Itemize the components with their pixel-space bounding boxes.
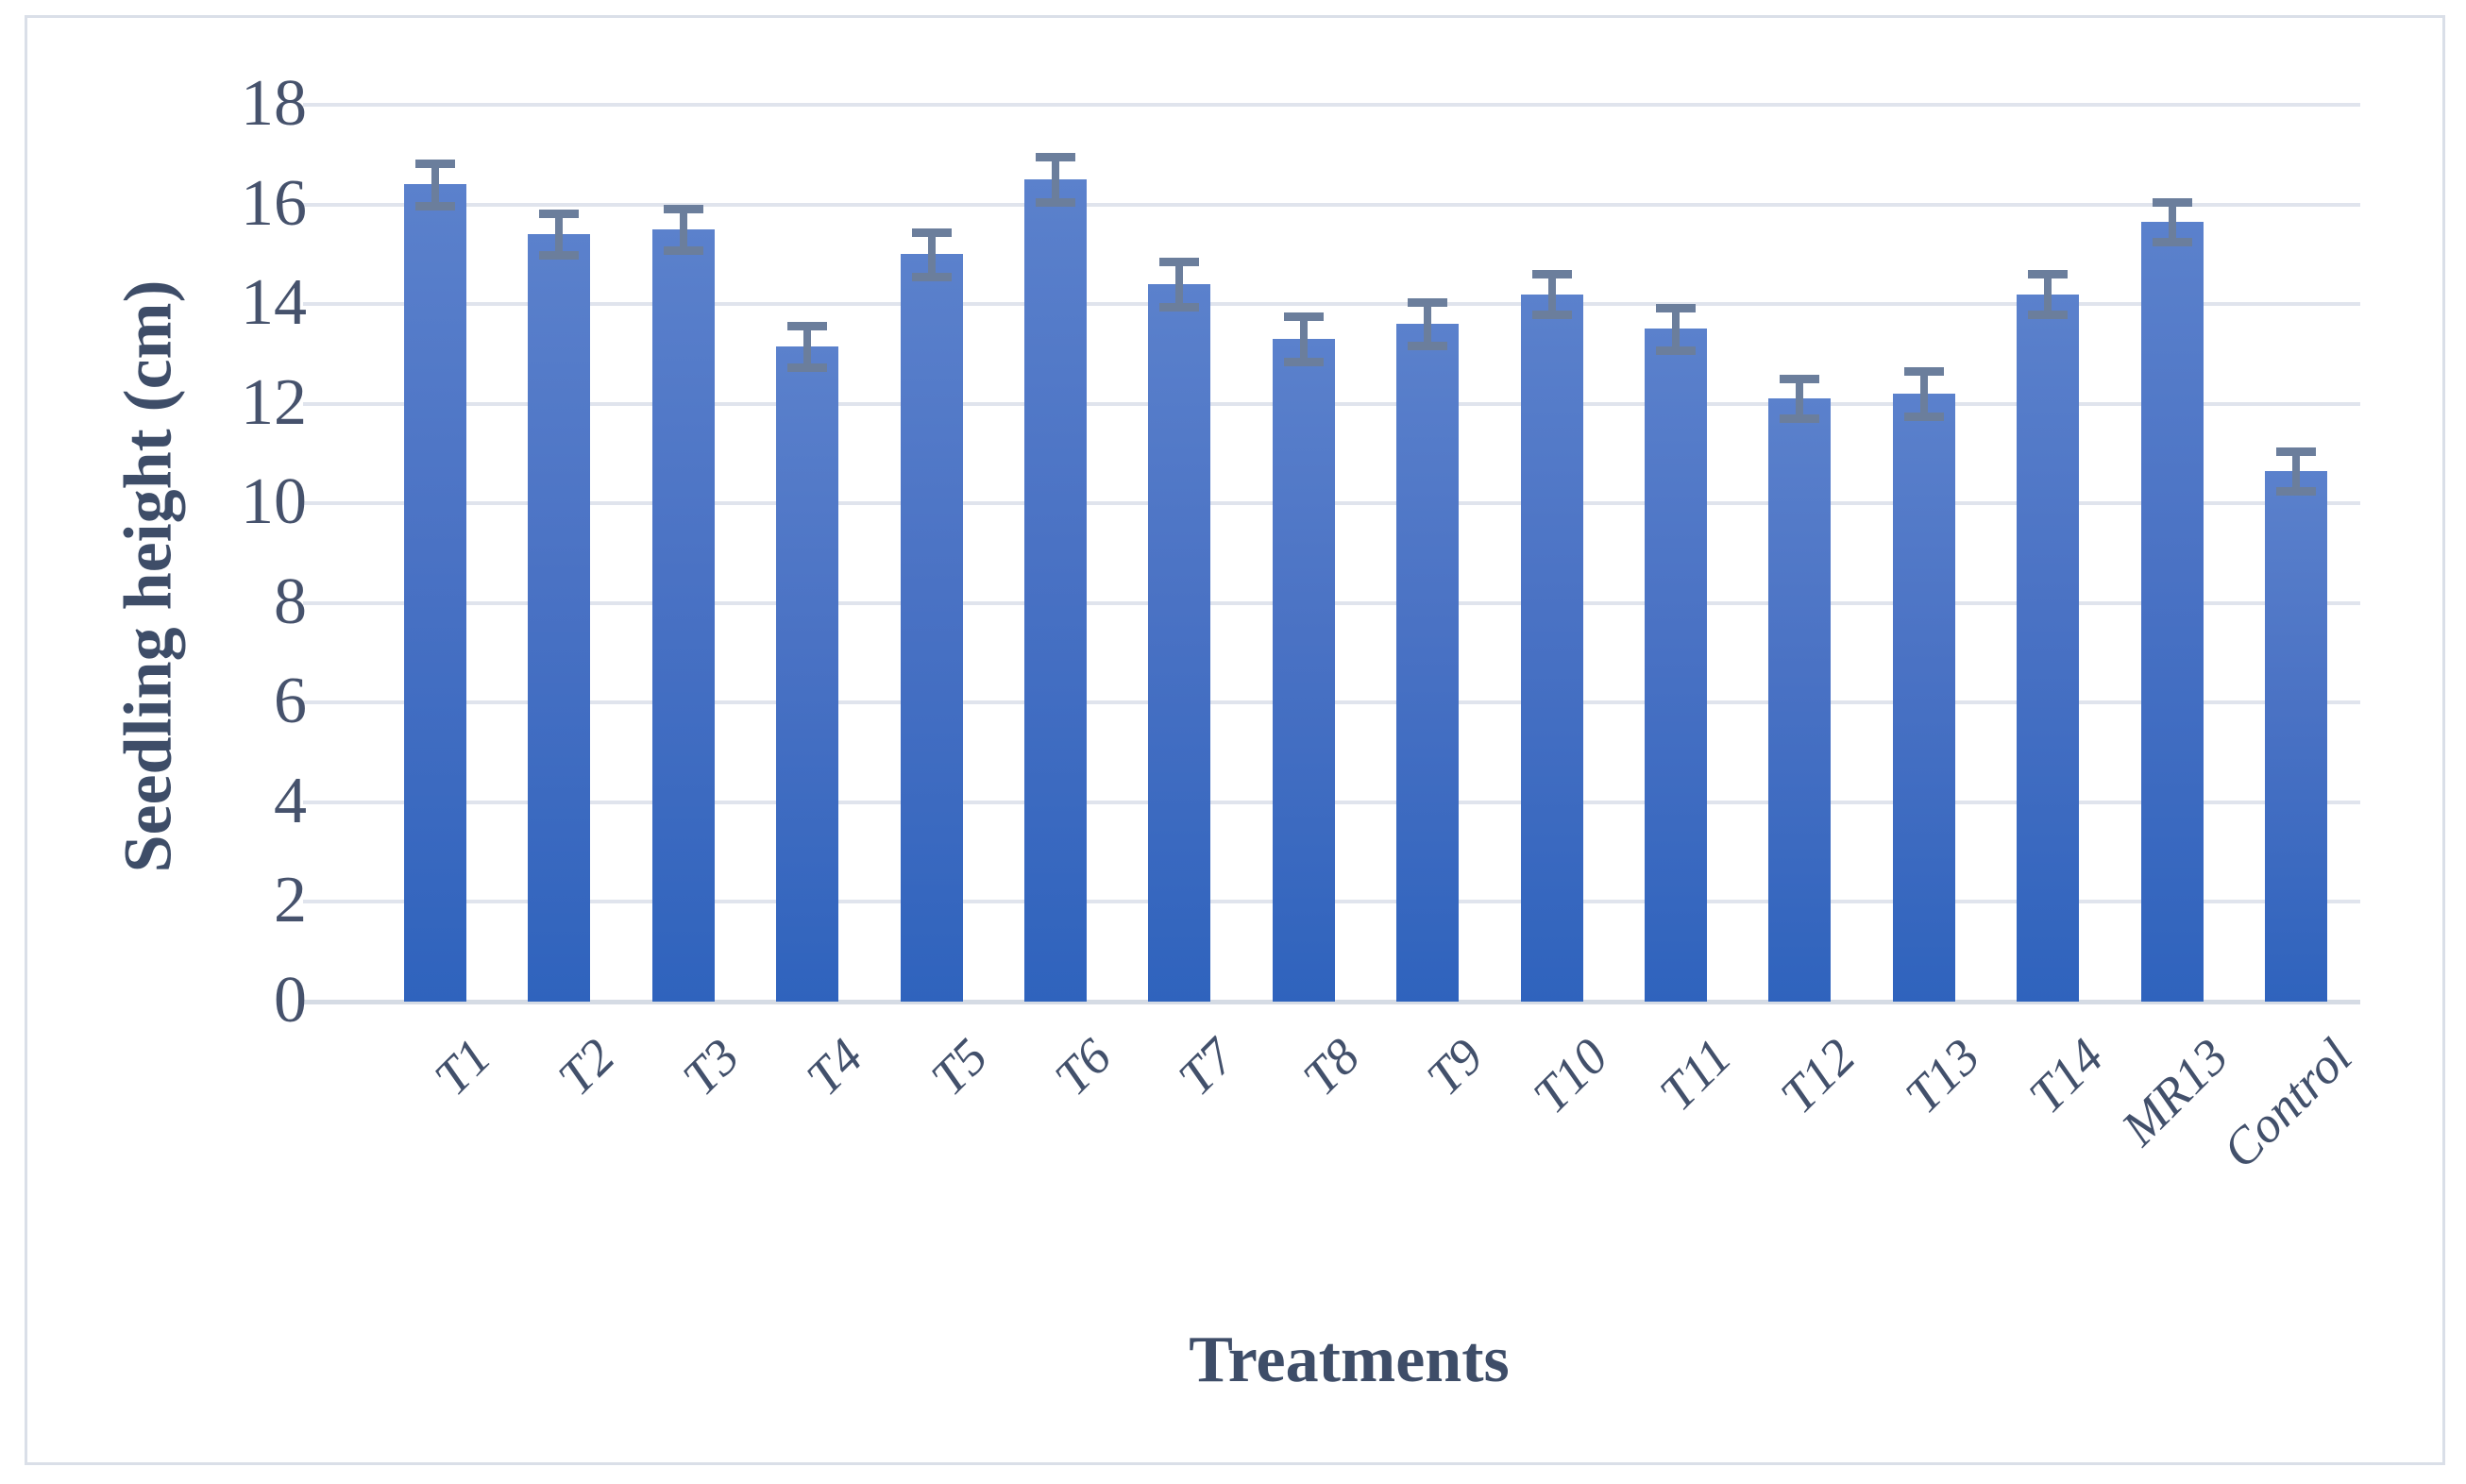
error-bar-stem bbox=[431, 163, 439, 206]
y-tick-label: 4 bbox=[274, 764, 307, 837]
error-bar-stem bbox=[803, 325, 812, 368]
error-bar-stem bbox=[679, 208, 687, 251]
error-bar-cap-bottom bbox=[1656, 346, 1696, 355]
error-bar-stem bbox=[2292, 450, 2300, 491]
bar-t11 bbox=[1645, 329, 1707, 1002]
x-category-label: T1 bbox=[423, 1027, 502, 1106]
error-bar-cap-bottom bbox=[1903, 412, 1944, 421]
error-bar-cap-top bbox=[2152, 197, 2192, 207]
error-bar-cap-top bbox=[663, 204, 703, 213]
chart-frame: Seedling height (cm) Treatments 0 2 4 6 8 10 1… bbox=[25, 15, 2445, 1465]
y-gridline bbox=[303, 302, 2360, 307]
bar-t9 bbox=[1396, 324, 1460, 1002]
error-bar-stem bbox=[1424, 301, 1432, 346]
y-tick-label: 14 bbox=[241, 266, 307, 340]
error-bar-cap-bottom bbox=[1531, 310, 1572, 319]
error-bar-cap-top bbox=[1159, 258, 1200, 267]
error-bar-cap-bottom bbox=[1159, 302, 1200, 312]
y-gridline bbox=[303, 202, 2360, 207]
x-category-label: T11 bbox=[1648, 1027, 1743, 1121]
error-bar-cap-bottom bbox=[1283, 357, 1324, 366]
y-tick-label: 12 bbox=[241, 365, 307, 439]
error-bar-cap-bottom bbox=[415, 201, 455, 211]
error-bar-cap-top bbox=[787, 321, 828, 330]
error-bar-cap-bottom bbox=[2152, 238, 2192, 247]
error-bar-stem bbox=[927, 231, 936, 278]
error-bar-stem bbox=[2168, 201, 2176, 243]
bar-t7 bbox=[1148, 283, 1211, 1002]
bar-t12 bbox=[1768, 398, 1832, 1002]
error-bar-cap-bottom bbox=[2276, 487, 2316, 496]
error-bar-stem bbox=[1919, 371, 1928, 416]
error-bar-cap-top bbox=[911, 228, 952, 237]
x-category-label: T6 bbox=[1043, 1027, 1123, 1106]
error-bar-cap-bottom bbox=[663, 246, 703, 256]
y-tick-label: 0 bbox=[274, 964, 307, 1037]
x-category-label: T10 bbox=[1522, 1027, 1618, 1124]
x-category-label: T14 bbox=[2018, 1027, 2115, 1124]
bar-control bbox=[2265, 470, 2327, 1002]
y-tick-label: 2 bbox=[274, 864, 307, 937]
x-category-label: T2 bbox=[547, 1027, 626, 1106]
error-bar-stem bbox=[1175, 261, 1184, 307]
y-tick-label: 8 bbox=[274, 565, 307, 638]
x-axis-baseline bbox=[303, 1000, 2360, 1004]
bar-t6 bbox=[1024, 179, 1087, 1002]
error-bar-cap-top bbox=[539, 210, 580, 219]
bar-t5 bbox=[900, 254, 963, 1002]
x-category-label: T13 bbox=[1894, 1027, 1991, 1124]
error-bar-stem bbox=[2044, 274, 2052, 314]
error-bar-cap-top bbox=[1780, 375, 1820, 384]
error-bar-stem bbox=[1672, 308, 1680, 350]
x-axis-title: Treatments bbox=[1189, 1324, 1510, 1396]
error-bar-cap-bottom bbox=[1036, 197, 1075, 207]
error-bar-cap-top bbox=[1036, 153, 1075, 162]
x-category-label: T5 bbox=[920, 1027, 998, 1106]
error-bar-cap-bottom bbox=[2028, 310, 2069, 319]
error-bar-stem bbox=[1299, 316, 1308, 362]
y-tick-label: 6 bbox=[274, 665, 307, 738]
error-bar-cap-top bbox=[1531, 270, 1572, 279]
x-category-label: T8 bbox=[1292, 1027, 1371, 1106]
error-bar-cap-top bbox=[2028, 270, 2069, 279]
bar-t14 bbox=[2017, 294, 2080, 1002]
x-category-label: T3 bbox=[671, 1027, 751, 1106]
bar-t3 bbox=[651, 228, 715, 1002]
plot-area: 0 2 4 6 8 10 12 14 16 18 T1 T2 T3 T4 T5 T6 T7 T8 T9 T10 T11 T… bbox=[27, 18, 2442, 1462]
bar-t1 bbox=[404, 184, 466, 1002]
x-category-label: Control bbox=[2211, 1027, 2363, 1179]
error-bar-cap-bottom bbox=[539, 251, 580, 261]
bar-t13 bbox=[1892, 394, 1955, 1002]
y-tick-label: 10 bbox=[241, 465, 307, 539]
x-category-label: T12 bbox=[1769, 1027, 1866, 1124]
error-bar-cap-top bbox=[415, 160, 455, 169]
y-gridline bbox=[303, 102, 2360, 107]
bar-t8 bbox=[1272, 339, 1335, 1002]
error-bar-cap-top bbox=[1408, 297, 1448, 307]
bar-mr13 bbox=[2140, 221, 2204, 1002]
error-bar-stem bbox=[555, 213, 564, 256]
x-category-label: T4 bbox=[795, 1027, 874, 1106]
error-bar-cap-bottom bbox=[911, 273, 952, 282]
error-bar-cap-top bbox=[1903, 367, 1944, 377]
y-tick-label: 18 bbox=[241, 66, 307, 140]
error-bar-stem bbox=[1796, 379, 1804, 419]
bar-t4 bbox=[776, 346, 839, 1002]
error-bar-cap-top bbox=[2276, 447, 2316, 456]
error-bar-cap-bottom bbox=[787, 363, 828, 373]
y-tick-label: 16 bbox=[241, 166, 307, 240]
error-bar-cap-top bbox=[1656, 304, 1696, 313]
error-bar-stem bbox=[1052, 157, 1059, 202]
error-bar-cap-bottom bbox=[1408, 342, 1448, 351]
x-category-label: T7 bbox=[1167, 1027, 1246, 1106]
error-bar-cap-top bbox=[1283, 312, 1324, 322]
error-bar-stem bbox=[1547, 274, 1556, 314]
bar-t10 bbox=[1520, 294, 1583, 1002]
error-bar-cap-bottom bbox=[1780, 414, 1820, 424]
x-category-label: T9 bbox=[1415, 1027, 1495, 1106]
bar-t2 bbox=[528, 234, 591, 1002]
